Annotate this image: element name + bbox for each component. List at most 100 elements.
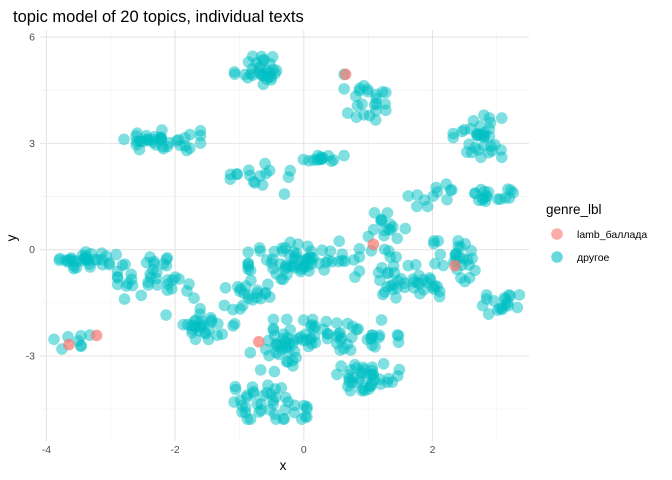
point-drugoe [421,276,434,289]
point-drugoe [299,410,312,423]
point-drugoe [282,171,295,183]
point-drugoe [377,358,390,370]
point-drugoe [259,67,272,80]
legend-key [551,228,563,240]
legend: genre_lbl lamb_баллада другое [546,202,647,264]
point-drugoe [466,252,479,265]
point-drugoe [496,112,508,124]
point-drugoe [195,319,208,332]
point-drugoe [205,312,217,324]
point-drugoe [408,276,420,288]
point-drugoe [306,313,319,326]
point-drugoe [375,314,388,326]
point-drugoe [103,257,116,269]
point-drugoe [267,313,280,326]
point-drugoe [261,386,273,399]
point-drugoe [194,125,207,137]
point-drugoe [228,396,240,408]
point-drugoe [348,254,360,266]
point-drugoe [361,333,374,346]
point-drugoe [447,131,460,144]
point-drugoe [336,254,349,267]
point-drugoe [341,317,354,330]
point-lamb-ballada [63,338,75,351]
point-drugoe [367,223,380,236]
point-lamb-ballada [90,329,103,342]
point-drugoe [154,134,166,146]
point-drugoe [381,207,394,219]
point-drugoe [183,278,195,290]
point-drugoe [392,329,405,342]
point-drugoe [266,253,279,265]
point-drugoe [378,224,391,237]
point-drugoe [281,313,293,326]
point-drugoe [343,375,356,388]
point-drugoe [211,329,223,342]
y-tick-label: -3 [26,350,35,362]
point-drugoe [390,251,403,263]
legend-title: genre_lbl [546,202,602,217]
point-drugoe [255,50,268,63]
point-drugoe [125,268,137,281]
x-tick-label: -2 [170,444,179,456]
point-drugoe [414,287,426,300]
point-drugoe [118,293,131,305]
point-drugoe [268,365,281,378]
point-drugoe [186,319,198,332]
point-drugoe [151,266,163,279]
chart-title: topic model of 20 topics, individual tex… [13,8,304,26]
point-drugoe [228,66,241,78]
point-drugoe [402,190,415,202]
point-drugoe [434,248,447,261]
point-drugoe [264,57,276,70]
point-drugoe [352,323,364,335]
point-drugoe [355,366,368,379]
point-drugoe [366,361,379,374]
y-tick-label: 6 [29,32,35,44]
point-drugoe [242,246,254,258]
point-lamb-ballada [367,238,380,251]
point-drugoe [288,334,300,347]
point-drugoe [288,246,300,258]
point-drugoe [48,333,60,346]
point-drugoe [338,83,350,95]
x-axis-ticks: -4 -2 0 2 [42,444,436,456]
point-drugoe [353,265,366,277]
point-drugoe [279,263,291,275]
point-drugoe [481,190,493,203]
point-drugoe [496,303,509,316]
point-drugoe [331,317,343,329]
point-drugoe [151,279,164,291]
point-drugoe [288,399,301,412]
point-drugoe [133,135,146,147]
point-drugoe [160,309,172,321]
y-axis-title: y [4,234,19,241]
point-drugoe [135,289,148,302]
point-drugoe [380,86,392,99]
point-drugoe [177,318,190,331]
point-drugoe [282,345,295,358]
point-drugoe [399,281,411,294]
point-drugoe [373,331,385,344]
y-axis-ticks: -3 0 3 6 [26,32,36,363]
point-drugoe [369,341,381,353]
point-drugoe [111,271,124,284]
point-drugoe [229,380,241,393]
legend-label: другое [577,252,610,264]
point-drugoe [118,133,130,146]
point-drugoe [402,259,415,272]
point-drugoe [227,320,239,332]
point-drugoe [338,149,350,162]
point-drugoe [157,142,170,155]
point-drugoe [270,340,282,352]
point-drugoe [244,346,257,359]
point-drugoe [421,200,434,213]
data-points [48,50,526,426]
point-drugoe [331,368,343,381]
point-drugoe [362,83,374,96]
point-drugoe [456,125,468,138]
point-drugoe [110,248,122,261]
point-drugoe [324,245,337,257]
x-tick-label: 0 [301,444,307,456]
